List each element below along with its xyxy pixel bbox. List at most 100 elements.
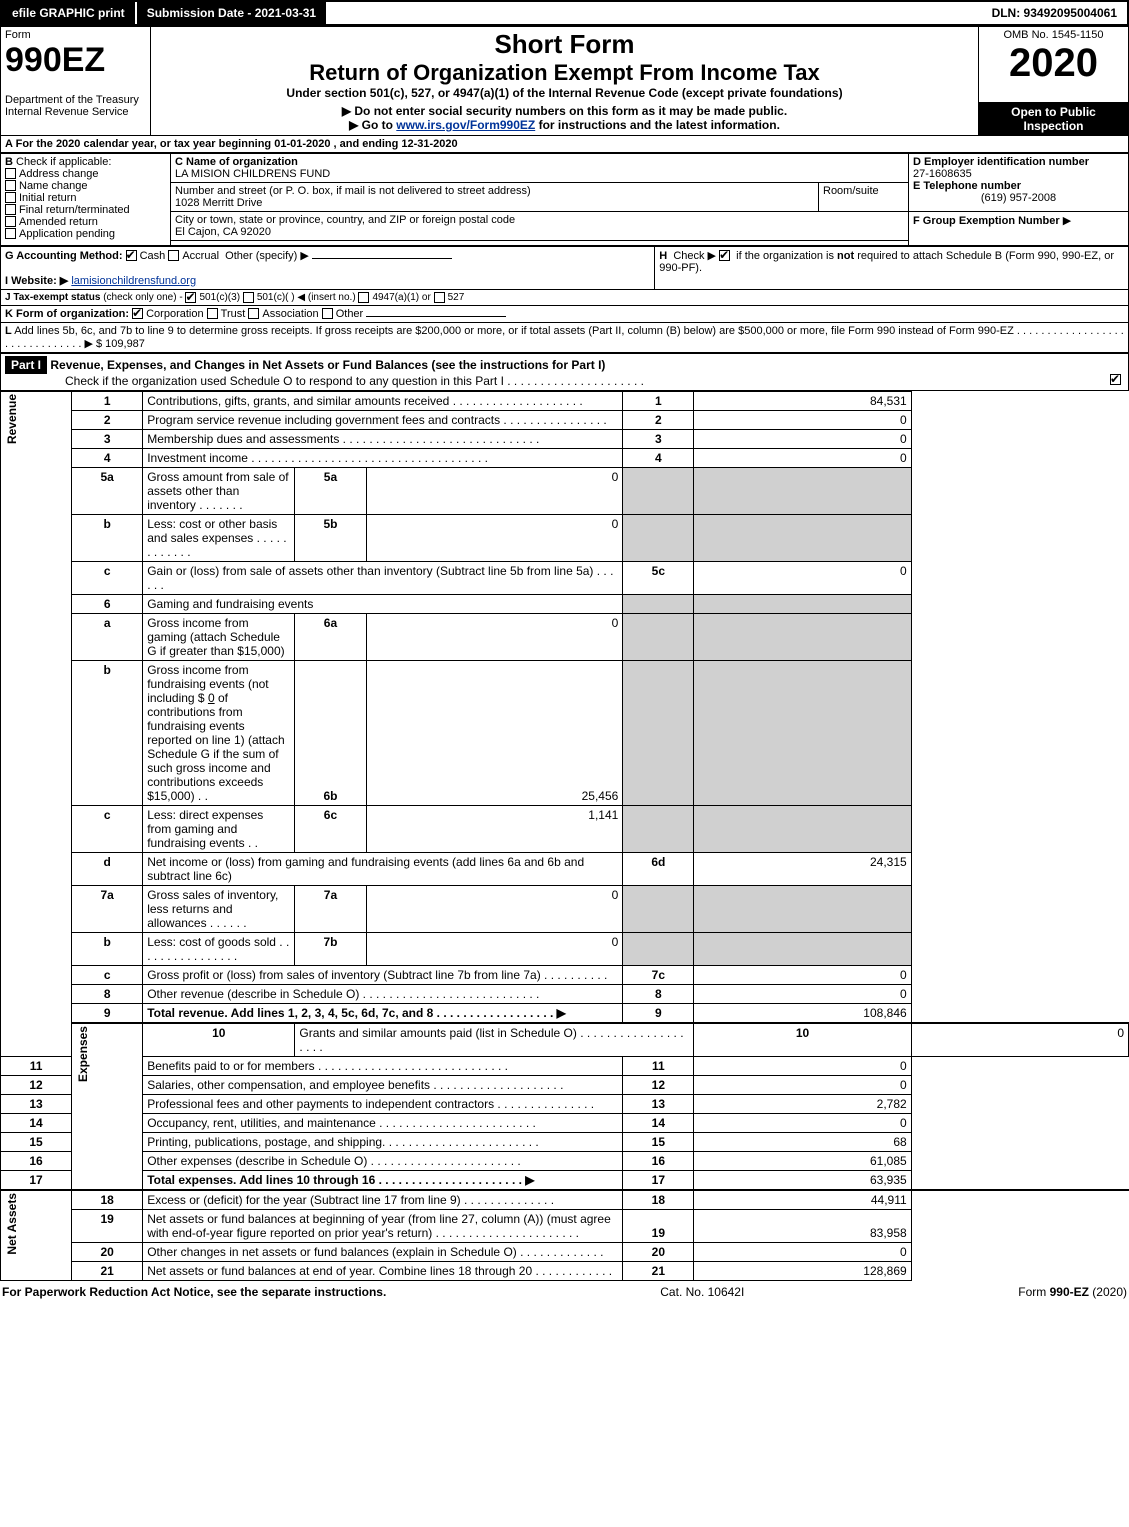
ia7b: 0 [366,932,623,965]
submission-date-button[interactable]: Submission Date - 2021-03-31 [137,2,326,24]
b16: 16 [623,1151,694,1170]
label-d: D Employer identification number [913,156,1089,168]
opt-501c: 501(c)( ) [257,292,295,303]
opt-address-change: Address change [19,168,99,180]
tax-period-text: For the 2020 calendar year, or tax year … [16,138,458,150]
footer-right: Form 990-EZ (2020) [1018,1285,1127,1299]
n21: 21 [72,1261,143,1280]
label-g: G Accounting Method: [5,250,123,262]
irs-link[interactable]: www.irs.gov/Form990EZ [396,118,535,132]
irs-label: Internal Revenue Service [5,106,146,118]
sha7b [694,932,911,965]
n20: 20 [72,1242,143,1261]
checkbox-assoc[interactable] [248,308,259,319]
efile-print-button[interactable]: efile GRAPHIC print [2,2,137,24]
omb-number: OMB No. 1545-1150 [983,29,1124,41]
d1: Contributions, gifts, grants, and simila… [143,391,623,410]
a18: 44,911 [694,1190,911,1210]
a21: 128,869 [694,1261,911,1280]
d20: Other changes in net assets or fund bala… [143,1242,623,1261]
ia6b: 25,456 [366,660,623,805]
checkbox-application-pending[interactable] [5,228,16,239]
n6b: b [72,660,143,805]
footer-mid: Cat. No. 10642I [660,1285,744,1299]
check-if-applicable: Check if applicable: [16,156,111,168]
top-bar: efile GRAPHIC print Submission Date - 20… [0,0,1129,26]
a20: 0 [694,1242,911,1261]
form-number: 990EZ [5,41,146,80]
opt-amended-return: Amended return [19,216,98,228]
d5c: Gain or (loss) from sale of assets other… [143,561,623,594]
d12: Salaries, other compensation, and employ… [143,1075,623,1094]
label-k: K Form of organization: [5,308,129,320]
checkbox-schedule-o[interactable] [1110,374,1121,385]
opt-initial-return: Initial return [19,192,76,204]
a8: 0 [694,984,911,1003]
checkbox-name-change[interactable] [5,180,16,191]
d4: Investment income . . . . . . . . . . . … [143,448,623,467]
checkbox-cash[interactable] [126,250,137,261]
line-a-table: A For the 2020 calendar year, or tax yea… [0,136,1129,153]
b10: 10 [694,1023,911,1057]
a7c: 0 [694,965,911,984]
phone-value: (619) 957-2008 [913,192,1124,204]
n7b: b [72,932,143,965]
checkbox-amended-return[interactable] [5,216,16,227]
d6a: Gross income from gaming (attach Schedul… [143,613,295,660]
other-org-field[interactable] [366,316,506,317]
a1: 84,531 [694,391,911,410]
h-text1: Check ▶ [673,250,719,262]
checkbox-501c3[interactable] [185,292,196,303]
d17: Total expenses. Add lines 10 through 16 … [143,1170,623,1190]
sha6 [694,594,911,613]
checkbox-h[interactable] [719,250,730,261]
boxes-b-through-f: B Check if applicable: Address change Na… [0,153,1129,246]
n7a: 7a [72,885,143,932]
ib6b: 6b [295,660,366,805]
b20: 20 [623,1242,694,1261]
checkbox-501c[interactable] [243,292,254,303]
opt-501c3: 501(c)(3) [199,292,240,303]
checkbox-final-return[interactable] [5,204,16,215]
checkbox-initial-return[interactable] [5,192,16,203]
a16: 61,085 [694,1151,911,1170]
sha7a [694,885,911,932]
a6d: 24,315 [694,852,911,885]
box-f-arrow: ▶ [1063,215,1071,227]
opt-other-org: Other [336,308,364,320]
sha5a [694,467,911,514]
checkbox-trust[interactable] [207,308,218,319]
d6d: Net income or (loss) from gaming and fun… [143,852,623,885]
d16: Other expenses (describe in Schedule O) … [143,1151,623,1170]
a15: 68 [694,1132,911,1151]
website-link[interactable]: lamisionchildrensfund.org [71,275,196,287]
b4: 4 [623,448,694,467]
d3: Membership dues and assessments . . . . … [143,429,623,448]
a17: 63,935 [694,1170,911,1190]
section-revenue: Revenue [1,391,72,1056]
checkbox-527[interactable] [434,292,445,303]
checkbox-4947[interactable] [358,292,369,303]
label-b: B [5,156,13,168]
label-f: F Group Exemption Number [913,215,1060,227]
opt-corp: Corporation [146,308,203,320]
checkbox-address-change[interactable] [5,168,16,179]
b6d: 6d [623,852,694,885]
checkbox-corp[interactable] [132,308,143,319]
n3: 3 [72,429,143,448]
sh7b [623,932,694,965]
checkbox-other-org[interactable] [322,308,333,319]
title-main: Return of Organization Exempt From Incom… [155,60,974,86]
label-e: E Telephone number [913,180,1021,192]
sha6b [694,660,911,805]
d18: Excess or (deficit) for the year (Subtra… [143,1190,623,1210]
h-text2: if the organization is [736,250,837,262]
sh6c [623,805,694,852]
other-specify-field[interactable] [312,258,452,259]
d9: Total revenue. Add lines 1, 2, 3, 4, 5c,… [143,1003,623,1023]
ib7b: 7b [295,932,366,965]
ssn-warning: ▶ Do not enter social security numbers o… [155,104,974,118]
checkbox-accrual[interactable] [168,250,179,261]
d11: Benefits paid to or for members . . . . … [143,1056,623,1075]
d2: Program service revenue including govern… [143,410,623,429]
